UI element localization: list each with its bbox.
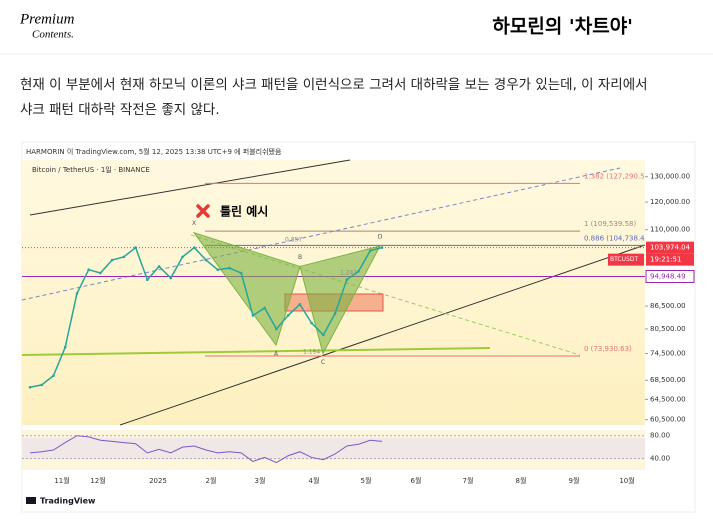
x-tick-label: 11월	[54, 476, 69, 485]
price-point	[275, 327, 278, 331]
x-tick-label: 10월	[619, 476, 634, 485]
y-tick-label: 120,000.00	[650, 198, 690, 206]
logo: Contents.	[32, 29, 74, 41]
y-tick-label: 80.00	[650, 432, 670, 440]
x-tick-label: 7월	[463, 476, 474, 485]
brand: TradingView	[40, 497, 96, 506]
y-tick-label: 64,500.00	[650, 395, 686, 403]
paragraph-line: 샤크 패턴 대하락 작전은 좋지 않다.	[20, 102, 220, 118]
countdown: 19:21:51	[650, 256, 681, 264]
rsi-line	[29, 435, 383, 464]
x-tick-label: 9월	[569, 476, 580, 485]
pattern-point-label: B	[298, 254, 302, 261]
brand-icon	[26, 497, 36, 504]
channel-line	[119, 244, 646, 426]
price-point	[52, 374, 55, 377]
ratio-label: 1.241	[340, 270, 357, 277]
x-tick-label: 5월	[361, 476, 372, 485]
price-point	[251, 314, 255, 317]
pattern-point-label: A	[274, 351, 279, 358]
y-tick-label: 40.00	[650, 455, 670, 463]
pattern-point-label: X	[192, 220, 196, 227]
y-tick-label: 130,000.00	[650, 173, 690, 181]
x-tick-label: 8월	[516, 476, 527, 485]
price-point	[310, 321, 313, 325]
x-icon	[196, 204, 210, 218]
price-point	[333, 312, 337, 315]
price-point	[181, 255, 184, 259]
ratio-label: 0.857	[285, 237, 302, 244]
y-tick-label: 68,500.00	[650, 376, 686, 384]
price-point	[239, 271, 243, 275]
price-label: 103,974.04	[650, 244, 691, 252]
fib-label: 0 (73,930.63)	[584, 345, 632, 353]
price-point	[169, 276, 173, 280]
price-point	[110, 258, 114, 262]
y-tick-label: 110,000.00	[650, 226, 690, 234]
price-point	[157, 265, 161, 268]
fib-label: 1 (109,539.58)	[584, 220, 636, 228]
y-tick-label: 86,500.00	[650, 302, 686, 310]
paragraph-line: 현재 이 부분에서 현재 하모닉 이론의 샤크 패턴을 이런식으로 그려서 대하…	[20, 77, 648, 93]
logo: Premium	[19, 11, 75, 27]
price-box	[608, 253, 644, 266]
y-tick-label: 74,500.00	[650, 350, 686, 358]
price-point	[192, 246, 196, 249]
title: 하모린의 '차트야'	[492, 16, 633, 38]
price-point	[40, 383, 44, 387]
ratio-label: 1.194	[303, 349, 320, 356]
support-line	[21, 347, 491, 356]
price-point	[28, 385, 32, 389]
publish-note: HARMORIN 이 TradingView.com, 5월 12, 2025 …	[26, 147, 282, 156]
price-box	[646, 241, 694, 254]
pattern-point-label: D	[378, 234, 383, 241]
price-point	[75, 292, 79, 295]
fib-label: 1.382 (127,290.5	[584, 172, 645, 180]
price-point	[99, 271, 102, 275]
price-point	[228, 266, 231, 270]
symbol-label: BTCUSDT	[610, 256, 638, 263]
price-point	[322, 333, 325, 337]
price-point	[345, 278, 349, 281]
trend-line	[190, 234, 581, 356]
rsi-band	[22, 438, 645, 459]
x-tick-label: 3월	[255, 476, 266, 485]
price-point	[134, 246, 137, 249]
channel-line	[29, 159, 351, 216]
pattern-point-label: C	[321, 359, 325, 366]
price-point	[122, 255, 126, 259]
x-tick-label: 4월	[309, 476, 320, 485]
x-tick-label: 2월	[206, 476, 217, 485]
y-tick-label: 80,500.00	[650, 325, 686, 333]
x-tick-label: 6월	[411, 476, 422, 485]
x-tick-label: 12월	[90, 476, 105, 485]
price-box	[646, 253, 694, 266]
price-point	[87, 268, 90, 272]
price-box	[645, 269, 695, 283]
x-tick-label: 2025	[149, 477, 167, 485]
symbol: Bitcoin / TetherUS · 1일 · BINANCE	[32, 165, 150, 174]
price-point	[357, 270, 360, 273]
fib-label: 0.886 (104,738.4	[584, 234, 645, 242]
price-point	[286, 314, 290, 317]
price-point	[368, 249, 372, 252]
price-point	[63, 345, 67, 349]
price-point	[216, 268, 220, 272]
price-label: 94,948.49	[650, 272, 686, 280]
y-tick-label: 60,500.00	[650, 416, 686, 424]
price-point	[146, 278, 149, 281]
price-point	[263, 306, 266, 310]
price-point	[204, 258, 208, 262]
pattern-leg	[192, 231, 301, 347]
price-point	[298, 302, 302, 306]
annotation: 틀린 예시	[220, 204, 268, 219]
